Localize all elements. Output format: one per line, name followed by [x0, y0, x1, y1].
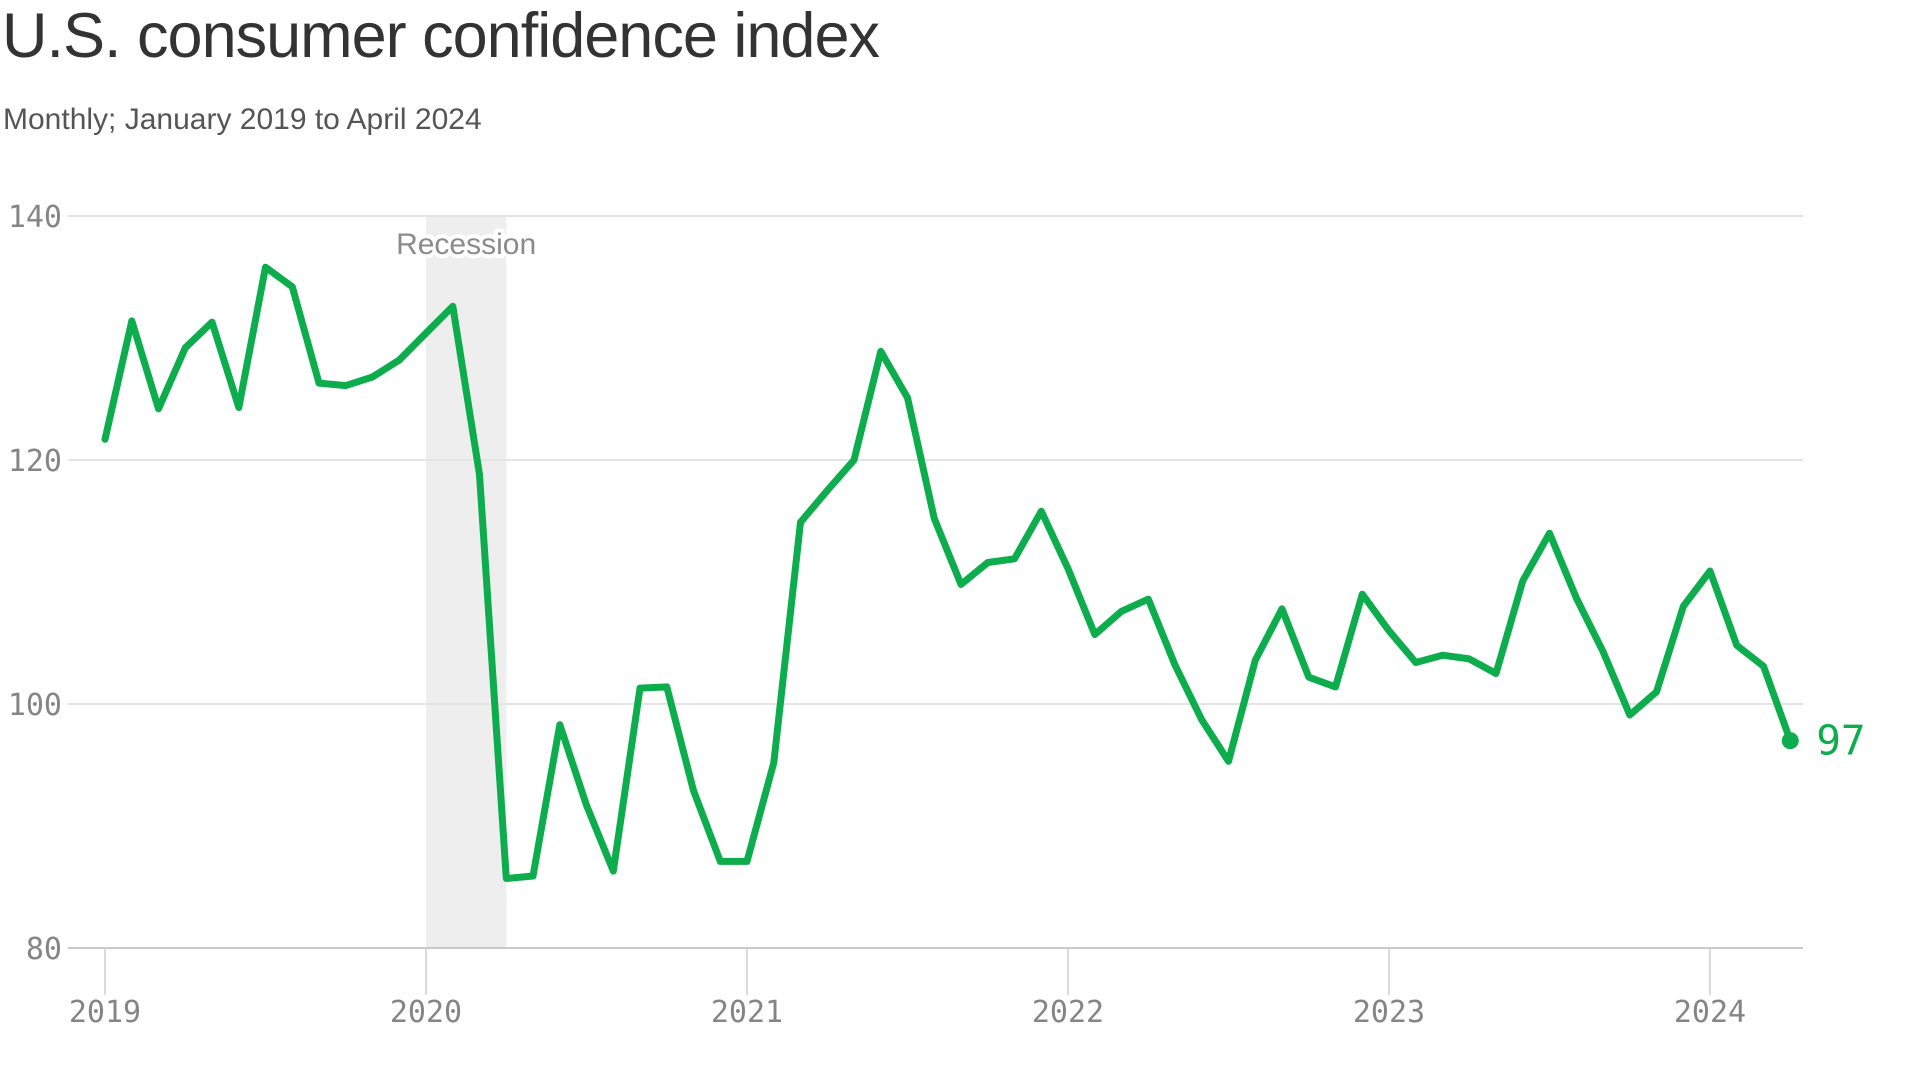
y-tick-label-120: 120	[8, 444, 62, 479]
x-tick-label-2022: 2022	[1032, 995, 1104, 1030]
recession-label: Recession	[396, 228, 536, 261]
chart-title: U.S. consumer confidence index	[2, 1, 880, 71]
chart-subtitle: Monthly; January 2019 to April 2024	[3, 103, 482, 136]
confidence-line	[101, 263, 1794, 882]
endpoint-value-label: 97	[1816, 717, 1865, 765]
y-tick-label-80: 80	[26, 932, 62, 967]
recession-band	[426, 217, 507, 948]
x-tick-label-2023: 2023	[1353, 995, 1425, 1030]
x-tick-label-2024: 2024	[1674, 995, 1746, 1030]
y-tick-label-100: 100	[8, 688, 62, 723]
y-tick-label-140: 140	[8, 200, 62, 235]
x-tick-label-2021: 2021	[711, 995, 783, 1030]
endpoint-dot	[1781, 732, 1799, 750]
x-tick-label-2020: 2020	[390, 995, 462, 1030]
x-tick-label-2019: 2019	[69, 995, 141, 1030]
